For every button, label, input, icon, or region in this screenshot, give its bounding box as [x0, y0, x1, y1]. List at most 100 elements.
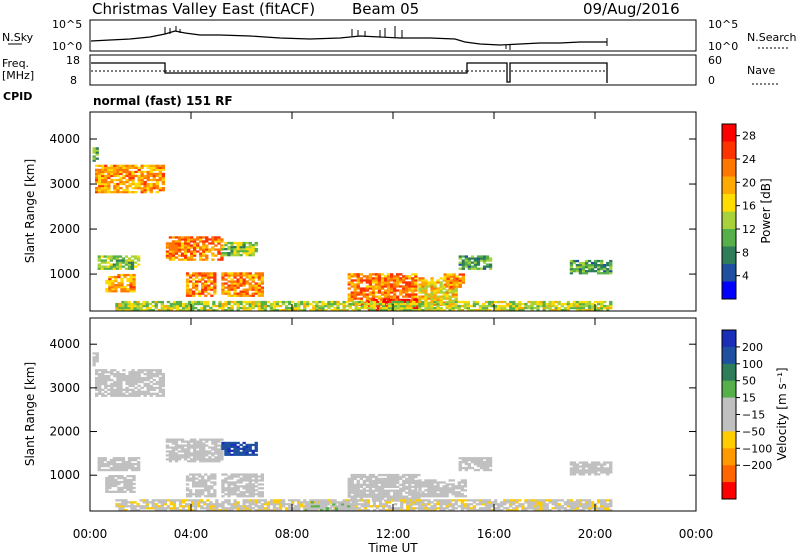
heatmap-cell [104, 178, 108, 182]
heatmap-cell [242, 282, 246, 285]
heatmap-cell [424, 489, 428, 492]
heatmap-cell [209, 505, 213, 508]
heatmap-cell [503, 306, 507, 310]
heatmap-cell [205, 458, 209, 461]
heatmap-cell [350, 491, 354, 494]
heatmap-cell [272, 509, 277, 512]
heatmap-cell [95, 378, 99, 382]
heatmap-cell [500, 501, 504, 504]
heatmap-cell [116, 187, 120, 190]
heatmap-cell [473, 459, 478, 462]
heatmap-cell [168, 460, 173, 463]
heatmap-cell [594, 304, 598, 308]
heatmap-cell [433, 309, 437, 312]
heatmap-cell [421, 283, 425, 286]
heatmap-cell [191, 505, 195, 508]
heatmap-cell [101, 170, 105, 174]
heatmap-cell [509, 306, 513, 310]
heatmap-cell [242, 447, 246, 450]
heatmap-cell [221, 309, 225, 312]
heatmap-cell [368, 299, 373, 302]
heatmap-cell [227, 441, 231, 445]
heatmap-cell [491, 505, 495, 508]
heatmap-cell [242, 473, 246, 476]
heatmap-cell [239, 274, 243, 277]
heatmap-cell [125, 390, 129, 393]
heatmap-cell [362, 483, 366, 486]
heatmap-cell [137, 259, 141, 262]
heatmap-cell [372, 300, 377, 304]
heatmap-cell [193, 442, 197, 445]
heatmap-cell [418, 285, 422, 288]
heatmap-cell [221, 272, 225, 275]
heatmap-cell [603, 272, 607, 275]
heatmap-cell [479, 464, 484, 468]
heatmap-cell [433, 479, 437, 482]
heatmap-cell [140, 170, 144, 174]
heatmap-cell [457, 481, 461, 484]
heatmap-cell [245, 449, 249, 452]
heatmap-cell [195, 473, 199, 476]
heatmap-cell [199, 456, 203, 459]
heatmap-cell [181, 309, 186, 312]
heatmap-cell [233, 491, 237, 494]
heatmap-cell [134, 184, 138, 188]
heatmap-cell [187, 446, 191, 449]
heatmap-cell [189, 292, 193, 295]
heatmap-cell [100, 468, 104, 472]
heatmap-cell [236, 451, 240, 454]
heatmap-cell [180, 246, 185, 249]
heatmap-cell [189, 274, 193, 277]
heatmap-cell [350, 497, 354, 500]
heatmap-cell [506, 509, 510, 512]
heatmap-cell [294, 306, 298, 310]
heatmap-cell [245, 489, 249, 492]
heatmap-cell [171, 450, 176, 453]
heatmap-cell [139, 302, 143, 306]
heatmap-cell [597, 461, 601, 464]
heatmap-cell [146, 378, 150, 382]
heatmap-cell [557, 302, 561, 306]
heatmap-cell [106, 463, 110, 466]
heatmap-cell [177, 458, 182, 461]
heatmap-cell [233, 290, 237, 293]
heatmap-cell [230, 282, 234, 285]
heatmap-cell [433, 293, 437, 296]
heatmap-cell [463, 499, 467, 502]
heatmap-cell [245, 274, 249, 277]
heatmap-cell [466, 300, 470, 304]
heatmap-cell [606, 467, 610, 470]
heatmap-cell [356, 273, 360, 276]
heatmap-cell [107, 384, 111, 388]
heatmap-cell [365, 485, 369, 488]
heatmap-cell [533, 300, 537, 304]
heatmap-cell [257, 286, 261, 289]
heatmap-cell [221, 495, 225, 498]
heatmap-cell [127, 304, 131, 308]
heatmap-cell [233, 241, 237, 245]
heatmap-cell [359, 495, 363, 498]
heatmap-cell [454, 289, 458, 292]
heatmap-cell [137, 464, 141, 468]
heatmap-cell [211, 246, 215, 249]
heatmap-cell [120, 490, 124, 493]
heatmap-cell [151, 499, 155, 502]
heatmap-cell [201, 274, 205, 277]
heatmap-cell [475, 309, 480, 312]
heatmap-cell [184, 302, 189, 306]
heatmap-cell [427, 285, 431, 288]
heatmap-cell [393, 489, 397, 492]
heatmap-cell [351, 309, 355, 312]
heatmap-cell [371, 497, 376, 500]
heatmap-cell [393, 495, 397, 498]
heatmap-cell [350, 473, 354, 477]
heatmap-cell [193, 246, 197, 249]
heatmap-cell [178, 509, 183, 512]
heatmap-cell [248, 245, 252, 249]
heatmap-cell [221, 473, 225, 476]
heatmap-cell [430, 479, 434, 482]
heatmap-cell [381, 309, 386, 312]
heatmap-cell [242, 451, 246, 454]
heatmap-cell [353, 495, 357, 498]
heatmap-cell [126, 277, 130, 281]
